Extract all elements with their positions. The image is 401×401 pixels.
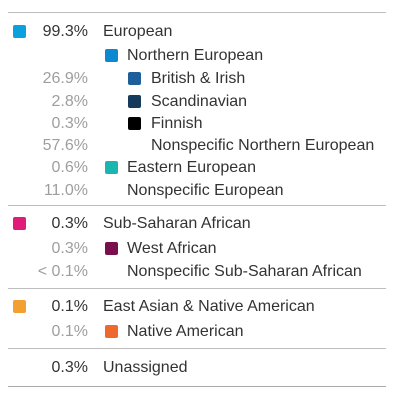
- native-american-label[interactable]: Native American: [127, 323, 244, 340]
- west-african-percent: 0.3%: [51, 240, 88, 257]
- finnish-swatch: [128, 117, 141, 130]
- sub-saharan-african-swatch: [13, 217, 26, 230]
- native-american-percent: 0.1%: [51, 323, 88, 340]
- nonspecific-northern-european-percent: 57.6%: [42, 137, 88, 154]
- british-irish-swatch: [128, 72, 141, 85]
- native-american-swatch: [105, 325, 118, 338]
- group-sub-saharan-african[interactable]: 0.3% Sub-Saharan African 0.3% West Afric…: [8, 206, 386, 288]
- scandinavian-percent: 2.8%: [51, 93, 88, 110]
- nonspecific-northern-european-label[interactable]: Nonspecific Northern European: [151, 137, 375, 154]
- ancestry-composition-panel: 99.3% European Northern European 26.9% B…: [8, 12, 386, 387]
- unassigned-percent: 0.3%: [51, 359, 88, 376]
- scandinavian-label[interactable]: Scandinavian: [151, 93, 248, 110]
- group-european[interactable]: 99.3% European Northern European 26.9% B…: [8, 13, 386, 205]
- eastern-european-percent: 0.6%: [51, 159, 88, 176]
- west-african-swatch: [105, 242, 118, 255]
- british-irish-label[interactable]: British & Irish: [151, 70, 246, 87]
- northern-european-label[interactable]: Northern European: [127, 47, 264, 64]
- west-african-label[interactable]: West African: [127, 240, 217, 257]
- sub-saharan-african-label: Sub-Saharan African: [103, 215, 251, 232]
- divider-2: [8, 288, 386, 289]
- nonspecific-european-percent: 11.0%: [43, 182, 88, 199]
- unassigned-label: Unassigned: [103, 359, 188, 376]
- group-unassigned[interactable]: 0.3% Unassigned: [8, 349, 386, 386]
- british-irish-percent: 26.9%: [42, 70, 88, 87]
- bottom-divider: [8, 386, 386, 387]
- finnish-label[interactable]: Finnish: [151, 115, 203, 132]
- sub-saharan-african-percent: 0.3%: [51, 215, 88, 232]
- european-percent: 99.3%: [42, 23, 88, 40]
- east-asian-native-american-swatch: [13, 300, 26, 313]
- scandinavian-swatch: [128, 95, 141, 108]
- east-asian-native-american-percent: 0.1%: [51, 298, 88, 315]
- european-label: European: [103, 23, 173, 40]
- group-east-asian-native-american[interactable]: 0.1% East Asian & Native American 0.1% N…: [8, 289, 386, 348]
- eastern-european-label[interactable]: Eastern European: [127, 159, 256, 176]
- nonspecific-sub-saharan-african-label[interactable]: Nonspecific Sub-Saharan African: [127, 263, 362, 280]
- divider-1: [8, 205, 386, 206]
- east-asian-native-american-label: East Asian & Native American: [103, 298, 315, 315]
- nonspecific-sub-saharan-african-percent: < 0.1%: [37, 263, 88, 280]
- finnish-percent: 0.3%: [51, 115, 88, 132]
- divider-3: [8, 348, 386, 349]
- top-divider: [8, 12, 386, 13]
- northern-european-swatch: [105, 49, 118, 62]
- eastern-european-swatch: [105, 161, 118, 174]
- european-swatch: [13, 25, 26, 38]
- nonspecific-european-label[interactable]: Nonspecific European: [127, 182, 284, 199]
